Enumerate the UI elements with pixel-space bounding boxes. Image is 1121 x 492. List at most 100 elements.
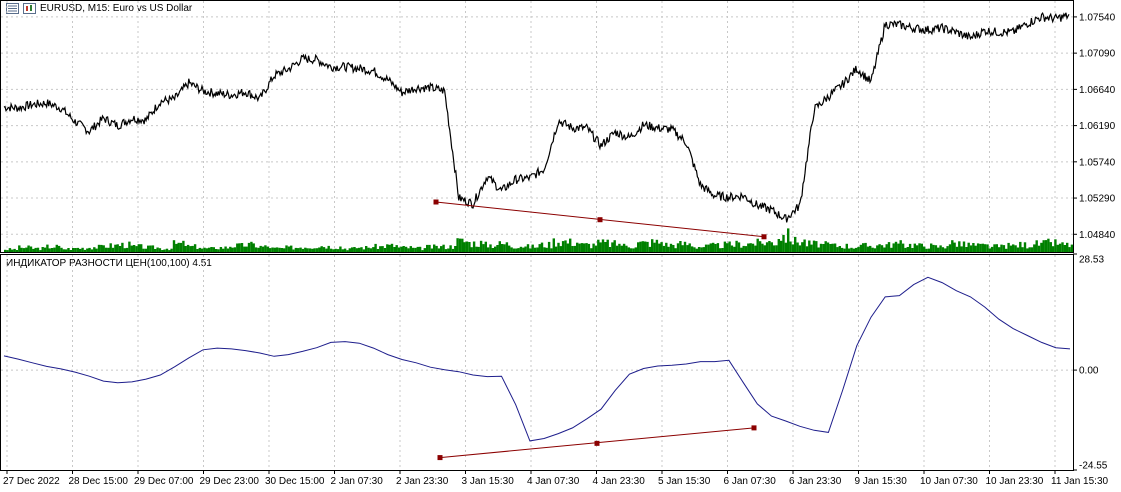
- volume-bar: [315, 248, 319, 252]
- time-tick-label: 4 Jan 23:30: [593, 476, 646, 487]
- volume-bar: [569, 238, 572, 252]
- volume-bar: [386, 244, 389, 252]
- volume-bar: [578, 243, 581, 252]
- main-pane-border: [0, 0, 1074, 253]
- volume-bar: [709, 243, 712, 252]
- volume-bar: [590, 248, 593, 252]
- volume-bar: [20, 247, 23, 252]
- volume-bar: [215, 249, 218, 252]
- volume-bar: [1005, 248, 1008, 252]
- volume-bar: [833, 243, 837, 252]
- price-chart-icon[interactable]: [23, 3, 36, 14]
- volume-bar: [203, 247, 206, 252]
- indicator-grid: [1, 255, 1073, 470]
- volume-bar: [756, 238, 759, 252]
- time-tick-label: 6 Jan 07:30: [724, 476, 777, 487]
- volume-bar: [932, 244, 935, 252]
- volume-bar: [1028, 247, 1031, 252]
- volume-bar: [758, 241, 762, 252]
- time-tick-label: 2 Jan 07:30: [331, 476, 384, 487]
- indicator-trendline-handle: [594, 440, 600, 446]
- volume-bar: [137, 244, 140, 252]
- volume-bar: [665, 242, 668, 252]
- volume-bar: [268, 248, 272, 252]
- volume-bar: [34, 247, 37, 252]
- volume-bar: [168, 250, 171, 252]
- volume-bar: [111, 247, 115, 252]
- volume-bar: [737, 242, 741, 252]
- volume-bar: [402, 246, 405, 252]
- volume-bar: [594, 245, 598, 252]
- volume-bar: [144, 248, 148, 252]
- volume-bar: [925, 248, 928, 252]
- volume-bar: [501, 244, 504, 252]
- volume-bar: [121, 242, 124, 252]
- indicator-pane-border: [0, 254, 1074, 471]
- volume-bar: [1012, 244, 1015, 252]
- volume-bar: [322, 247, 326, 252]
- volume-bar: [913, 243, 916, 252]
- pane-borders: [0, 0, 1074, 471]
- volume-bar: [191, 245, 194, 252]
- main-trendline-handle: [761, 234, 767, 240]
- volume-bar: [1070, 244, 1074, 252]
- main-trendline-handle: [597, 217, 603, 223]
- volume-bar: [840, 247, 844, 252]
- volume-bar: [318, 247, 321, 252]
- volume-bar: [404, 246, 408, 252]
- volume-bar: [969, 245, 973, 252]
- volume-bar: [852, 248, 855, 252]
- volume-bar: [615, 245, 619, 252]
- volume-bar: [22, 248, 26, 252]
- time-tick-label: 6 Jan 23:30: [789, 476, 842, 487]
- volume-bar: [414, 247, 417, 252]
- volume-bar: [395, 245, 398, 252]
- volume-bar: [529, 248, 532, 252]
- indicator-trendline[interactable]: [437, 425, 757, 461]
- volume-bar: [102, 245, 105, 252]
- volume-bar: [1030, 247, 1034, 252]
- volume-bar: [1035, 240, 1038, 252]
- volume-bar: [351, 247, 354, 252]
- volume-bar: [508, 245, 511, 252]
- volume-bar: [859, 244, 863, 252]
- volume-bar: [744, 246, 748, 252]
- chart-list-icon[interactable]: [6, 3, 19, 14]
- volume-bar: [585, 243, 588, 252]
- time-tick-label: 5 Jan 15:30: [658, 476, 711, 487]
- volume-bar: [688, 243, 691, 252]
- volume-bar: [27, 245, 30, 252]
- volume-bar: [116, 244, 119, 252]
- volume-bar: [815, 241, 818, 252]
- volume-bar: [972, 243, 975, 252]
- volume-bar: [855, 247, 858, 252]
- volume-bar: [829, 244, 832, 252]
- volume-bar: [43, 247, 47, 252]
- time-tick-label: 29 Dec 23:00: [200, 476, 260, 487]
- volume-bar: [981, 243, 984, 252]
- volume-bar: [423, 248, 426, 252]
- volume-bar: [749, 243, 752, 252]
- main-trendline[interactable]: [433, 199, 767, 240]
- volume-bar: [1051, 246, 1055, 252]
- volume-bar: [458, 238, 462, 252]
- volume-bar: [894, 241, 898, 252]
- volume-bar: [826, 242, 830, 252]
- volume-bar: [808, 240, 811, 252]
- volume-bar: [379, 246, 382, 252]
- price-tick-label: 1.07090: [1079, 49, 1116, 60]
- volume-bar: [346, 250, 349, 252]
- volume-bar: [948, 244, 952, 252]
- volume-bar: [205, 248, 208, 252]
- volume-bar: [257, 247, 260, 252]
- volume-bar: [780, 240, 783, 252]
- volume-bar: [67, 248, 70, 252]
- volume-bars: [4, 228, 1074, 252]
- volume-bar: [489, 244, 492, 252]
- volume-bar: [114, 244, 117, 252]
- indicator-trendline-handle: [751, 425, 757, 431]
- volume-bar: [566, 243, 569, 252]
- volume-bar: [545, 247, 548, 252]
